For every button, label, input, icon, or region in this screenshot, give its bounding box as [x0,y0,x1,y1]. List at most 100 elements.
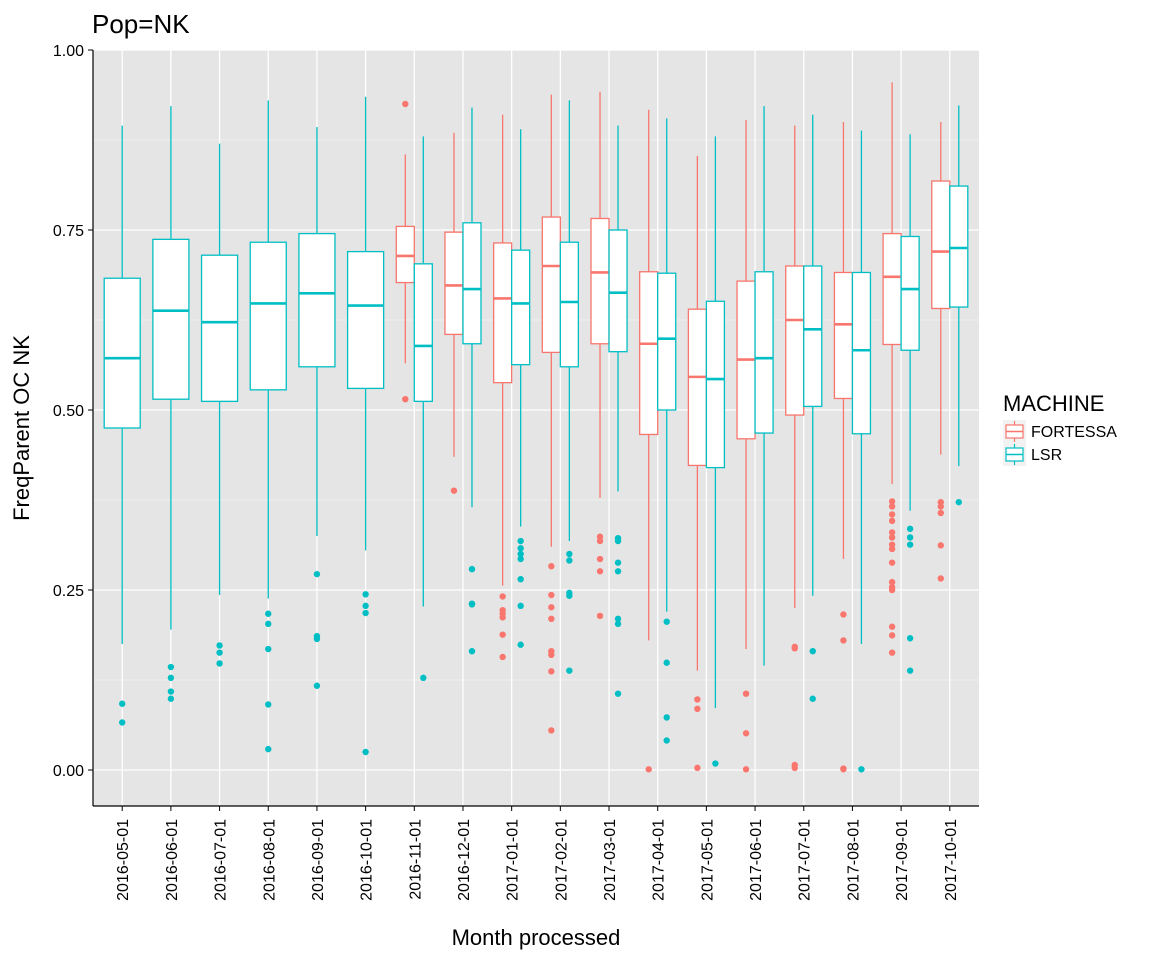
outlier-point [663,714,670,721]
outlier-point [596,568,604,575]
x-tick-label: 2016-12-01 [456,819,473,901]
outlier-point [614,537,622,545]
outlier-point [888,632,896,639]
x-tick-label: 2017-05-01 [699,819,716,901]
outlier-point [468,565,476,573]
box-fortessa-2017-05-01 [687,155,708,772]
outlier-point [362,609,369,617]
box-fortessa-2017-08-01 [833,122,854,773]
box-fortessa-2017-01-01 [492,114,513,661]
outlier-point [216,660,223,667]
x-tick-label: 2016-06-01 [164,819,181,901]
outlier-point [548,615,555,622]
outlier-point [663,737,670,744]
box-body [882,232,902,346]
outlier-point [362,748,369,756]
outlier-point [694,696,701,703]
box-lsr-2017-01-01 [511,129,531,648]
outlier-point [402,396,409,403]
outlier-point [362,602,369,610]
legend-item-label: LSR [1031,447,1062,464]
box-fortessa-2017-10-01 [931,122,951,582]
box-lsr-2017-05-01 [705,136,726,767]
x-tick-label: 2017-04-01 [651,819,668,901]
outlier-point [888,578,896,586]
box-body [900,235,920,351]
outlier-point [840,766,847,773]
box-lsr-2017-10-01 [949,105,969,506]
outlier-point [694,705,701,712]
outlier-point [362,591,369,598]
x-tick-label: 2016-09-01 [310,819,327,901]
outlier-point [888,559,896,566]
box-fortessa-2017-02-01 [541,94,561,734]
outlier-point [596,537,604,545]
box-body [395,225,415,284]
x-tick-label: 2017-10-01 [943,819,960,901]
box-fortessa-2017-04-01 [639,109,659,773]
outlier-point [548,591,555,599]
outlier-point [888,534,896,541]
box-body [949,185,969,308]
outlier-point [499,631,506,638]
outlier-point [265,745,272,753]
outlier-point [517,550,524,558]
box-lsr-2016-12-01 [462,107,482,655]
outlier-point [906,534,914,541]
box-body [444,231,464,336]
outlier-point [265,610,272,617]
box-lsr-2017-07-01 [803,114,823,702]
outlier-point [313,635,321,643]
x-tick-label: 2016-07-01 [213,819,230,901]
outlier-point [888,586,896,594]
legend-item-lsr: LSR [1003,443,1062,466]
x-tick-label: 2017-09-01 [894,819,911,901]
outlier-point [450,487,458,494]
outlier-point [548,727,555,734]
x-tick-label: 2016-05-01 [115,819,132,901]
legend-title: MACHINE [1003,391,1104,416]
outlier-point [955,498,962,506]
outlier-point [566,550,573,558]
outlier-point [313,682,321,689]
outlier-point [809,648,816,655]
y-tick-label: 1.00 [53,43,84,60]
outlier-point [596,555,604,563]
box-body [559,241,580,368]
box-lsr-2016-05-01 [103,125,141,726]
box-body [931,180,951,310]
outlier-point [119,700,126,707]
box-body [608,229,628,353]
box-body [803,265,823,408]
box-lsr-2017-09-01 [900,134,920,674]
x-tick-label: 2017-03-01 [602,819,619,901]
outlier-point [548,563,555,570]
legend-item-fortessa: FORTESSA [1003,420,1117,443]
box-lsr-2016-08-01 [249,100,287,753]
box-lsr-2016-06-01 [152,106,190,702]
outlier-point [167,663,175,671]
x-tick-label: 2017-08-01 [845,819,862,901]
y-axis-title: FreqParent OC NK [9,335,34,521]
outlier-point [840,611,847,618]
box-lsr-2017-04-01 [657,118,677,744]
box-body [462,222,482,345]
outlier-point [167,688,175,695]
outlier-point [119,719,126,726]
outlier-point [858,766,865,773]
plot-panel [93,50,979,806]
outlier-point [888,623,896,630]
outlier-point [906,635,914,642]
box-body [657,272,677,411]
outlier-point [809,695,816,702]
outlier-point [517,537,524,545]
x-axis-ticks: 2016-05-01 2016-06-01 2016-07-01 2016-08-01… [115,806,960,901]
outlier-point [694,764,701,772]
box-body [851,271,872,435]
outlier-point [566,557,573,564]
outlier-point [937,542,944,549]
outlier-point [499,593,506,600]
outlier-point [888,545,896,553]
outlier-point [566,667,573,674]
